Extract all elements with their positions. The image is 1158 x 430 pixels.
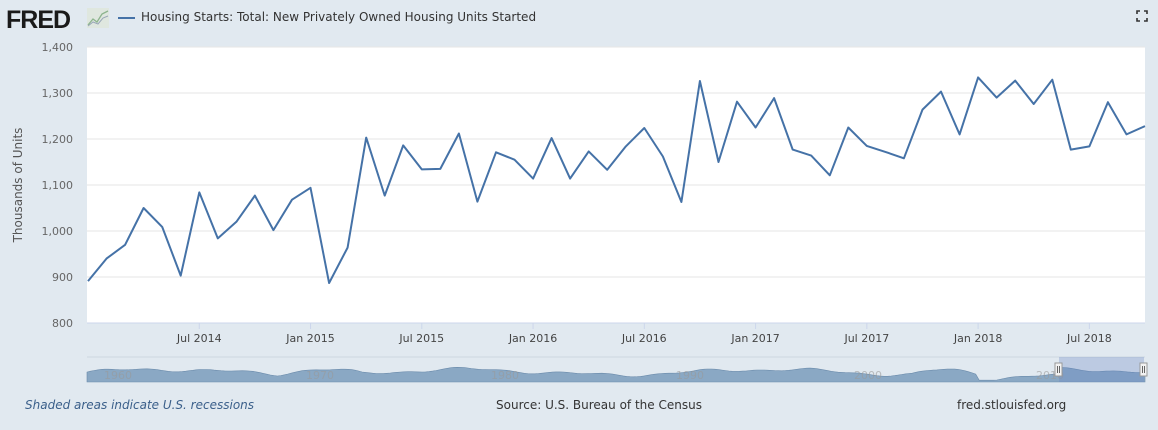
chart-trend-icon	[87, 8, 109, 28]
data-point[interactable]	[662, 155, 664, 157]
navigator-area	[86, 366, 1146, 383]
y-tick-label: 900	[52, 271, 73, 284]
x-tick-label: Jul 2017	[843, 332, 889, 345]
data-point[interactable]	[866, 145, 868, 147]
data-point[interactable]	[1070, 148, 1072, 150]
navigator-label: 1970	[306, 369, 334, 382]
data-point[interactable]	[717, 161, 719, 163]
data-point[interactable]	[680, 201, 682, 203]
data-point[interactable]	[458, 132, 460, 134]
data-point[interactable]	[513, 159, 515, 161]
source-text: Source: U.S. Bureau of the Census	[496, 398, 702, 412]
data-point[interactable]	[532, 177, 534, 179]
data-point[interactable]	[884, 151, 886, 153]
data-point[interactable]	[903, 157, 905, 159]
data-point[interactable]	[810, 154, 812, 156]
data-point[interactable]	[87, 280, 89, 282]
data-point[interactable]	[161, 226, 163, 228]
data-point[interactable]	[587, 150, 589, 152]
data-point[interactable]	[217, 237, 219, 239]
fred-logo[interactable]: FRED	[6, 6, 71, 34]
x-tick-label: Jan 2018	[953, 332, 1002, 345]
data-point[interactable]	[384, 194, 386, 196]
site-link[interactable]: fred.stlouisfed.org	[957, 398, 1067, 412]
y-tick-label: 1,400	[42, 41, 74, 54]
data-point[interactable]	[643, 127, 645, 129]
data-point[interactable]	[736, 101, 738, 103]
x-tick-label: Jul 2014	[176, 332, 222, 345]
navigator-selection[interactable]	[1059, 357, 1144, 382]
data-point[interactable]	[124, 244, 126, 246]
data-point[interactable]	[180, 274, 182, 276]
data-point[interactable]	[754, 126, 756, 128]
y-tick-label: 1,000	[42, 225, 74, 238]
y-axis-label: Thousands of Units	[11, 128, 25, 244]
data-point[interactable]	[309, 187, 311, 189]
data-point[interactable]	[1051, 78, 1053, 80]
navigator-labels: 1960 1970 1980 1990 2000 2010	[104, 369, 1064, 382]
navigator-label: 1990	[676, 369, 704, 382]
data-point[interactable]	[569, 177, 571, 179]
data-point[interactable]	[606, 169, 608, 171]
x-tick-label: Jan 2015	[285, 332, 334, 345]
data-point[interactable]	[495, 151, 497, 153]
x-tick-label: Jan 2016	[508, 332, 557, 345]
data-point[interactable]	[940, 90, 942, 92]
navigator-label: 1980	[491, 369, 519, 382]
data-point[interactable]	[699, 80, 701, 82]
data-point[interactable]	[1107, 101, 1109, 103]
y-tick-label: 1,100	[42, 179, 74, 192]
data-point[interactable]	[198, 191, 200, 193]
data-point[interactable]	[1014, 79, 1016, 81]
data-point[interactable]	[328, 282, 330, 284]
data-point[interactable]	[625, 145, 627, 147]
data-point[interactable]	[791, 148, 793, 150]
data-point[interactable]	[105, 257, 107, 259]
data-point[interactable]	[829, 174, 831, 176]
data-point[interactable]	[365, 136, 367, 138]
data-point[interactable]	[402, 144, 404, 146]
data-point[interactable]	[476, 200, 478, 202]
data-point[interactable]	[1144, 125, 1146, 127]
x-tick-label: Jul 2018	[1066, 332, 1112, 345]
legend-series-marker	[118, 17, 135, 19]
navigator-handle-right[interactable]	[1139, 362, 1148, 377]
data-point[interactable]	[1088, 145, 1090, 147]
x-tick-label: Jan 2017	[730, 332, 779, 345]
x-tick-label: Jul 2016	[621, 332, 667, 345]
data-point[interactable]	[958, 133, 960, 135]
data-point[interactable]	[773, 97, 775, 99]
y-tick-label: 800	[52, 317, 73, 330]
data-point[interactable]	[272, 229, 274, 231]
data-point[interactable]	[1125, 133, 1127, 135]
legend-series-label[interactable]: Housing Starts: Total: New Privately Own…	[141, 10, 537, 24]
gridlines	[87, 46, 1145, 324]
data-point[interactable]	[421, 168, 423, 170]
navigator-label: 2000	[854, 369, 882, 382]
data-point[interactable]	[921, 108, 923, 110]
y-tick-label: 1,200	[42, 133, 74, 146]
data-point[interactable]	[977, 76, 979, 78]
data-point[interactable]	[235, 221, 237, 223]
y-tick-label: 1,300	[42, 87, 74, 100]
line-chart: 800 900 1,000 1,100 1,200 1,300 1,400 Thousand…	[11, 41, 1148, 383]
data-point[interactable]	[142, 207, 144, 209]
fullscreen-icon[interactable]	[1136, 10, 1148, 22]
data-point[interactable]	[346, 246, 348, 248]
navigator-label: 1960	[104, 369, 132, 382]
data-point[interactable]	[847, 126, 849, 128]
data-point[interactable]	[1033, 103, 1035, 105]
y-axis-ticks: 800 900 1,000 1,100 1,200 1,300 1,400	[42, 41, 74, 330]
series-line	[87, 76, 1146, 284]
data-point[interactable]	[291, 199, 293, 201]
x-tick-label: Jul 2015	[398, 332, 444, 345]
data-point[interactable]	[550, 137, 552, 139]
data-point[interactable]	[439, 168, 441, 170]
x-axis-ticks: Jul 2014 Jan 2015 Jul 2015 Jan 2016 Jul 2016…	[176, 323, 1112, 345]
recession-note-link[interactable]: Shaded areas indicate U.S. recessions	[25, 398, 255, 412]
data-point[interactable]	[254, 194, 256, 196]
data-point[interactable]	[995, 96, 997, 98]
navigator-handle-left[interactable]	[1054, 362, 1063, 377]
